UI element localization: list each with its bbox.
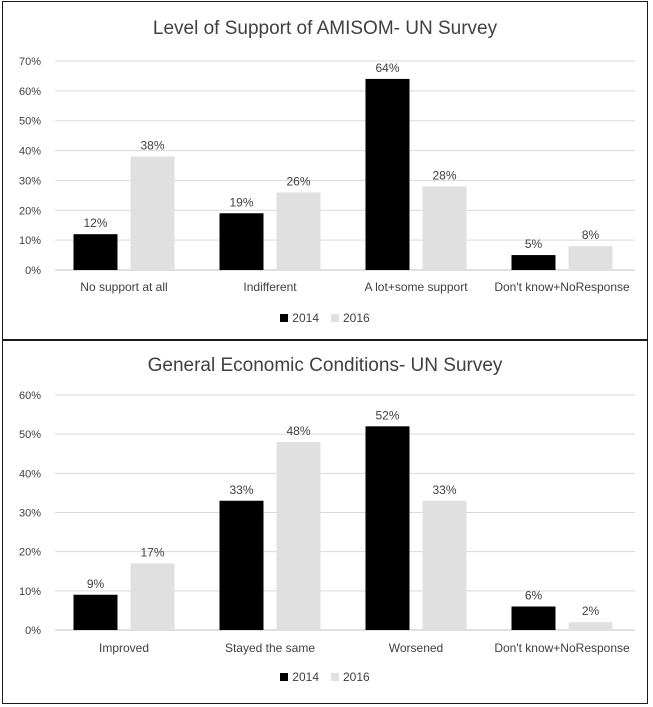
bar-2016 [568,246,613,270]
legend-item-2016: 2016 [331,670,370,684]
bar-2016 [276,192,321,270]
y-tick-label: 70% [19,56,41,68]
legend-label: 2016 [343,311,370,325]
y-tick-label: 10% [19,586,41,598]
bar-2016 [276,442,321,630]
data-label: 52% [375,408,399,422]
chart-title: Level of Support of AMISOM- UN Survey [152,18,498,39]
legend-label: 2014 [292,670,319,684]
y-tick-label: 50% [19,116,41,128]
y-tick-label: 20% [19,205,41,217]
bar-2016 [422,500,467,630]
legend-swatch-2014 [280,673,289,681]
y-tick-label: 50% [19,429,41,441]
data-label: 64% [375,61,399,75]
chart-panel-support: Level of Support of AMISOM- UN Survey 0%… [2,1,648,340]
legend-label: 2016 [343,670,370,684]
data-label: 17% [140,545,164,559]
category-label: Don't know+NoResponse [494,280,630,294]
legend-item-2014: 2014 [280,311,319,325]
bar-2016 [568,622,613,630]
bar-2016 [130,156,175,270]
chart-legend: 2014 2016 [3,311,647,325]
y-tick-label: 60% [19,390,41,402]
category-label: A lot+some support [364,280,468,294]
bar-2016 [130,563,175,630]
data-label: 48% [286,424,310,438]
legend-swatch-2014 [280,314,289,322]
bar-2014 [511,606,556,630]
y-tick-label: 30% [19,175,41,187]
data-label: 12% [83,216,107,230]
legend-item-2014: 2014 [280,670,319,684]
y-tick-label: 0% [25,625,41,637]
legend-label: 2014 [292,311,319,325]
data-label: 38% [140,139,164,153]
y-tick-label: 0% [25,265,41,277]
bar-2014 [365,78,410,271]
bar-chart-support: 0% 10% 20% 30% 40% 50% 60% 70% 12% 38% No support … [19,56,635,294]
data-label: 19% [229,195,253,209]
data-label: 33% [229,483,253,497]
bar-2014 [73,594,118,630]
legend-swatch-2016 [331,673,339,681]
category-label: No support at all [80,280,167,294]
y-tick-label: 20% [19,547,41,559]
bar-2014 [73,234,118,270]
legend-swatch-2016 [331,314,339,322]
y-tick-label: 60% [19,86,41,98]
category-label: Stayed the same [225,641,315,655]
data-label: 2% [582,604,600,618]
bar-2014 [365,426,410,630]
data-label: 26% [286,174,310,188]
data-label: 6% [525,589,543,603]
chart-legend: 2014 2016 [3,670,647,684]
legend-item-2016: 2016 [331,311,370,325]
data-label: 33% [432,483,456,497]
y-tick-label: 40% [19,146,41,158]
data-label: 8% [582,228,600,242]
category-label: Improved [99,641,149,655]
chart-panel-economy: General Economic Conditions- UN Survey 0… [2,340,648,704]
category-label: Don't know+NoResponse [494,641,630,655]
bar-chart-economy: 0% 10% 20% 30% 40% 50% 60% 9% 17% Improved 33% 48% S… [19,390,635,655]
bar-2016 [422,186,467,270]
bar-2014 [219,213,264,270]
y-tick-label: 30% [19,508,41,520]
data-label: 5% [525,237,543,251]
chart-title: General Economic Conditions- UN Survey [147,355,503,376]
y-tick-label: 40% [19,468,41,480]
bar-2014 [219,500,264,630]
y-tick-label: 10% [19,235,41,247]
category-label: Worsened [389,641,443,655]
data-label: 9% [87,577,105,591]
data-label: 28% [432,168,456,182]
bar-2014 [511,255,556,270]
category-label: Indifferent [243,280,297,294]
